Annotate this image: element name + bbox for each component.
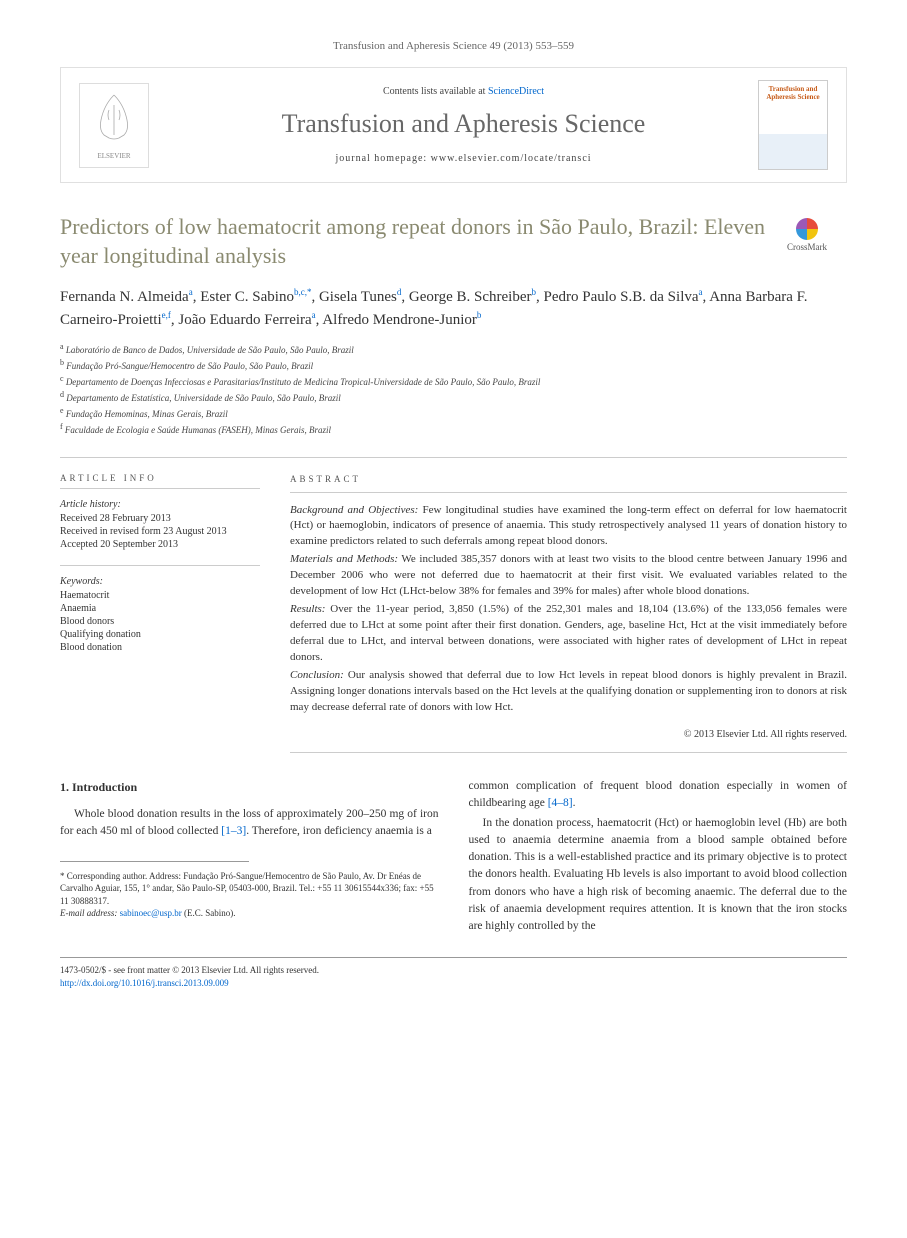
journal-homepage: journal homepage: www.elsevier.com/locat… [169,153,758,164]
header-center: Contents lists available at ScienceDirec… [169,86,758,164]
elsevier-logo: ELSEVIER [79,83,149,168]
right-column: common complication of frequent blood do… [469,778,848,937]
journal-cover-thumbnail: Transfusion and Apheresis Science [758,80,828,170]
history-item: Received 28 February 2013 [60,513,260,524]
keyword-item: Blood donors [60,616,260,627]
cover-title: Transfusion and Apheresis Science [763,85,823,102]
keywords-label: Keywords: [60,576,260,587]
abstract-section-label: Background and Objectives: [290,504,418,516]
affiliation-item: a Laboratório de Banco de Dados, Univers… [60,341,847,357]
email-link[interactable]: sabinoec@usp.br [120,908,182,918]
abstract-section-label: Results: [290,603,325,615]
intro-para-1: Whole blood donation results in the loss… [60,806,439,841]
introduction-heading: 1. Introduction [60,778,439,796]
contents-available: Contents lists available at ScienceDirec… [169,86,758,97]
intro-text-b: . Therefore, iron deficiency anaemia is … [246,825,432,837]
crossmark-icon [796,218,818,240]
sciencedirect-link[interactable]: ScienceDirect [488,86,544,97]
abstract-section-text: Over the 11-year period, 3,850 (1.5%) of… [290,603,847,663]
ref-1-3[interactable]: [1–3] [221,825,246,837]
journal-title: Transfusion and Apheresis Science [169,109,758,139]
doi-link[interactable]: http://dx.doi.org/10.1016/j.transci.2013… [60,978,229,988]
keyword-item: Qualifying donation [60,629,260,640]
abstract-copyright: © 2013 Elsevier Ltd. All rights reserved… [290,728,847,743]
abstract-section-text: Our analysis showed that deferral due to… [290,669,847,713]
abstract-paragraph: Materials and Methods: We included 385,3… [290,552,847,600]
abstract-header: ABSTRACT [290,473,847,492]
col2-para-2: In the donation process, haematocrit (Hc… [469,815,848,936]
corresponding-author: * Corresponding author. Address: Fundaçã… [60,870,439,920]
left-column: 1. Introduction Whole blood donation res… [60,778,439,937]
corr-label: * Corresponding author. [60,871,147,881]
ref-4-8[interactable]: [4–8] [548,797,573,809]
affiliation-item: c Departamento de Doenças Infecciosas e … [60,373,847,389]
abstract-paragraph: Conclusion: Our analysis showed that def… [290,668,847,716]
abstract-bottom-rule [290,752,847,753]
elsevier-name: ELSEVIER [97,152,130,160]
history-item: Received in revised form 23 August 2013 [60,526,260,537]
page-footer: 1473-0502/$ - see front matter © 2013 El… [60,957,847,989]
keyword-item: Haematocrit [60,590,260,601]
crossmark-label: CrossMark [787,242,827,252]
email-person: (E.C. Sabino). [182,908,236,918]
col2-text-b: . [573,797,576,809]
email-label: E-mail address: [60,908,120,918]
info-divider [60,565,260,566]
authors-list: Fernanda N. Almeidaa, Ester C. Sabinob,c… [60,286,847,331]
affiliation-item: b Fundação Pró-Sangue/Hemocentro de São … [60,357,847,373]
homepage-url: www.elsevier.com/locate/transci [431,153,592,164]
col2-para-1: common complication of frequent blood do… [469,778,848,813]
abstract-body: Background and Objectives: Few longitudi… [290,503,847,716]
elsevier-tree-icon [89,90,139,152]
crossmark-badge[interactable]: CrossMark [767,218,847,252]
abstract-panel: ABSTRACT Background and Objectives: Few … [290,473,847,753]
history-item: Accepted 20 September 2013 [60,539,260,550]
history-label: Article history: [60,499,260,510]
issn-line: 1473-0502/$ - see front matter © 2013 El… [60,964,847,977]
article-title: Predictors of low haematocrit among repe… [60,213,847,270]
history-list: Received 28 February 2013 Received in rev… [60,513,260,550]
article-info-panel: ARTICLE INFO Article history: Received 2… [60,473,260,753]
abstract-paragraph: Background and Objectives: Few longitudi… [290,503,847,551]
journal-header-box: ELSEVIER Contents lists available at Sci… [60,67,847,183]
homepage-prefix: journal homepage: [335,153,430,164]
info-abstract-row: ARTICLE INFO Article history: Received 2… [60,457,847,753]
abstract-section-label: Materials and Methods: [290,553,398,565]
abstract-section-label: Conclusion: [290,669,344,681]
affiliation-item: f Faculdade de Ecologia e Saúde Humanas … [60,421,847,437]
contents-prefix: Contents lists available at [383,86,488,97]
keyword-item: Blood donation [60,642,260,653]
abstract-paragraph: Results: Over the 11-year period, 3,850 … [290,602,847,666]
keyword-item: Anaemia [60,603,260,614]
affiliation-item: e Fundação Hemominas, Minas Gerais, Braz… [60,405,847,421]
keywords-list: Haematocrit Anaemia Blood donors Qualifying… [60,590,260,653]
corresponding-divider [60,861,249,862]
body-columns: 1. Introduction Whole blood donation res… [60,778,847,937]
journal-citation: Transfusion and Apheresis Science 49 (20… [60,40,847,52]
affiliations-list: a Laboratório de Banco de Dados, Univers… [60,341,847,437]
article-info-header: ARTICLE INFO [60,473,260,489]
col2-text-a: common complication of frequent blood do… [469,780,848,809]
affiliation-item: d Departamento de Estatística, Universid… [60,389,847,405]
